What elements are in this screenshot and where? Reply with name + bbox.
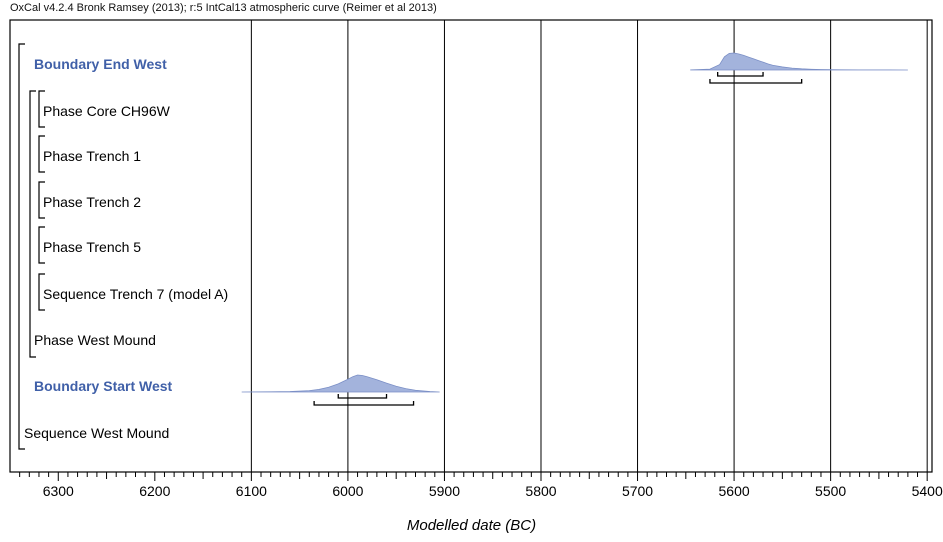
x-tick-label-5400: 5400 xyxy=(912,483,943,499)
x-tick-label-5700: 5700 xyxy=(622,483,653,499)
density-boundary-start-west xyxy=(241,374,440,393)
bracket-phase-core-ch96w xyxy=(38,90,45,128)
range-68-boundary-start-west xyxy=(337,394,388,399)
x-tick-label-6200: 6200 xyxy=(139,483,170,499)
x-tick-label-5600: 5600 xyxy=(719,483,750,499)
bracket-phase-trench-2 xyxy=(38,181,45,219)
row-label-sequence-trench-7-model-a-: Sequence Trench 7 (model A) xyxy=(43,286,228,302)
x-tick-label-6300: 6300 xyxy=(43,483,74,499)
x-tick-label-5800: 5800 xyxy=(525,483,556,499)
x-tick-label-5900: 5900 xyxy=(429,483,460,499)
bracket-phase-west-mound xyxy=(29,90,36,358)
bracket-sequence-west-mound xyxy=(18,43,25,450)
row-label-sequence-west-mound: Sequence West Mound xyxy=(24,425,169,441)
range-95-boundary-end-west xyxy=(709,79,803,84)
row-label-phase-core-ch96w: Phase Core CH96W xyxy=(43,103,171,119)
row-label-phase-trench-2: Phase Trench 2 xyxy=(43,194,141,210)
row-label-boundary-start-west: Boundary Start West xyxy=(34,378,173,394)
range-95-boundary-start-west xyxy=(313,401,415,406)
model-header: OxCal v4.2.4 Bronk Ramsey (2013); r:5 In… xyxy=(10,2,437,14)
bracket-phase-trench-1 xyxy=(38,135,45,173)
row-label-phase-west-mound: Phase West Mound xyxy=(34,332,156,348)
range-68-boundary-end-west xyxy=(717,72,764,77)
x-tick-label-5500: 5500 xyxy=(815,483,846,499)
x-axis-title: Modelled date (BC) xyxy=(406,517,537,534)
x-tick-label-6100: 6100 xyxy=(236,483,267,499)
row-label-boundary-end-west: Boundary End West xyxy=(34,56,167,72)
bracket-phase-trench-5 xyxy=(38,226,45,264)
plot-frame xyxy=(9,19,933,473)
bracket-sequence-trench-7-model-a- xyxy=(38,273,45,311)
row-label-phase-trench-1: Phase Trench 1 xyxy=(43,148,141,164)
row-label-phase-trench-5: Phase Trench 5 xyxy=(43,239,141,255)
density-boundary-end-west xyxy=(690,52,908,71)
x-tick-label-6000: 6000 xyxy=(332,483,363,499)
